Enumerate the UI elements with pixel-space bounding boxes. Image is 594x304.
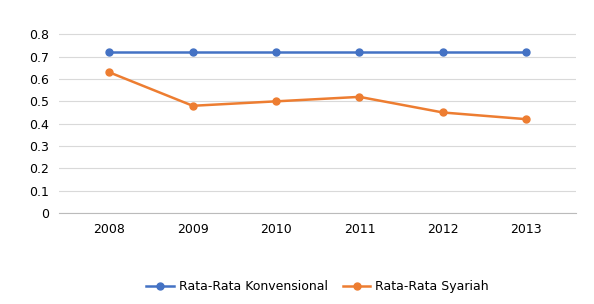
Rata-Rata Syariah bbox=[356, 95, 363, 99]
Rata-Rata Syariah bbox=[106, 71, 113, 74]
Line: Rata-Rata Syariah: Rata-Rata Syariah bbox=[106, 69, 530, 123]
Rata-Rata Konvensional bbox=[356, 50, 363, 54]
Rata-Rata Syariah bbox=[439, 111, 446, 114]
Legend: Rata-Rata Konvensional, Rata-Rata Syariah: Rata-Rata Konvensional, Rata-Rata Syaria… bbox=[141, 275, 494, 298]
Line: Rata-Rata Konvensional: Rata-Rata Konvensional bbox=[106, 49, 530, 56]
Rata-Rata Syariah bbox=[273, 99, 280, 103]
Rata-Rata Syariah bbox=[523, 117, 530, 121]
Rata-Rata Konvensional bbox=[189, 50, 197, 54]
Rata-Rata Konvensional bbox=[273, 50, 280, 54]
Rata-Rata Konvensional bbox=[439, 50, 446, 54]
Rata-Rata Konvensional bbox=[523, 50, 530, 54]
Rata-Rata Syariah bbox=[189, 104, 197, 108]
Rata-Rata Konvensional bbox=[106, 50, 113, 54]
